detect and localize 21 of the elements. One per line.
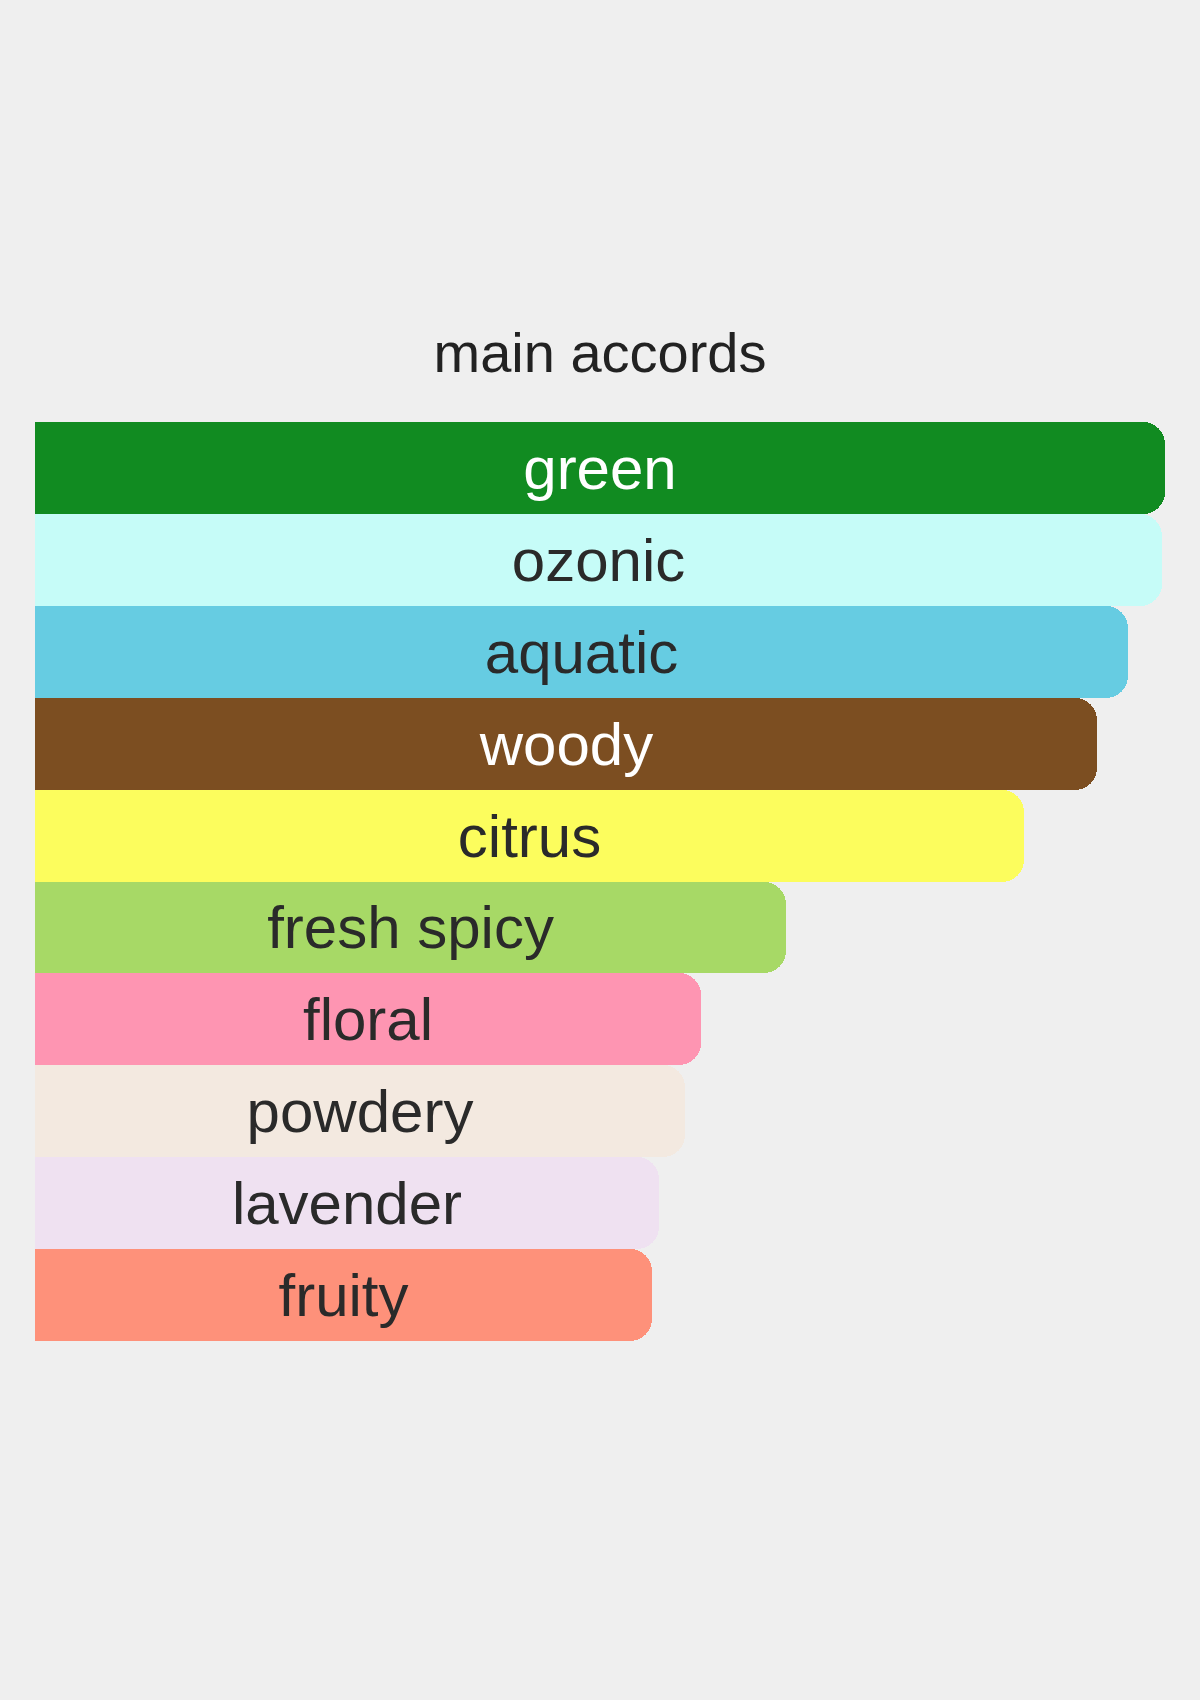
bar	[35, 882, 786, 973]
y-tick-label: woody	[478, 710, 654, 778]
bar	[35, 514, 1162, 606]
y-tick-label: fruity	[278, 1261, 409, 1329]
y-tick-label: lavender	[231, 1169, 463, 1237]
bar	[35, 606, 1128, 698]
y-tick-label: citrus	[457, 802, 602, 870]
y-tick-label: green	[523, 434, 677, 502]
bar	[35, 973, 701, 1065]
bar	[35, 422, 1165, 514]
y-tick-label: floral	[302, 985, 434, 1053]
bar	[35, 1065, 685, 1157]
bar	[35, 1249, 652, 1341]
bar	[35, 790, 1024, 882]
bar	[35, 1157, 659, 1249]
y-tick-label: aquatic	[484, 618, 679, 686]
chart-title: main accords	[433, 320, 767, 384]
y-tick-label: powdery	[246, 1077, 474, 1145]
bar	[35, 698, 1097, 790]
y-tick-label: fresh spicy	[267, 894, 554, 961]
y-tick-label: ozonic	[511, 526, 686, 594]
